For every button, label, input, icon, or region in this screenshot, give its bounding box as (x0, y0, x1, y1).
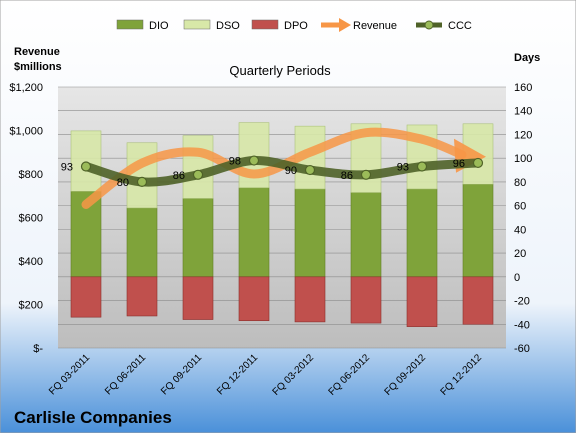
dpo-bar (462, 276, 494, 325)
legend-arrowhead (339, 18, 351, 32)
ccc-marker (136, 176, 148, 188)
left-tick-label: $- (33, 343, 43, 355)
dio-bar (238, 187, 270, 278)
ccc-marker (416, 161, 428, 172)
right-tick-label: 120 (514, 129, 532, 141)
dio-bar (294, 188, 326, 278)
dio-bar (126, 207, 158, 278)
dpo-bar (294, 276, 326, 323)
ccc-data-label: 86 (341, 170, 353, 182)
ccc-marker (192, 169, 204, 180)
dpo-bar (406, 276, 438, 327)
dio-bar (182, 198, 214, 278)
right-tick-label: 20 (514, 248, 526, 260)
dso-bar (70, 130, 102, 192)
left-tick-label: $800 (19, 169, 43, 181)
ccc-data-label: 98 (229, 156, 241, 168)
right-tick-label: 160 (514, 82, 532, 94)
chart-title: Quarterly Periods (229, 63, 331, 78)
bars (70, 122, 494, 327)
legend-label: DSO (216, 20, 240, 32)
right-tick-label: 100 (514, 153, 532, 165)
legend-label: DIO (149, 20, 169, 32)
right-tick-label: -60 (514, 343, 530, 355)
right-axis-label: Days (514, 52, 540, 64)
left-tick-label: $200 (19, 300, 43, 312)
left-axis-ticks: $- $200 $400 $600 $800 $1,000 $1,200 (9, 82, 43, 355)
legend-marker (424, 20, 434, 30)
ccc-marker (80, 161, 92, 172)
legend-label: DPO (284, 20, 308, 32)
right-axis-ticks: -60 -40 -20 0 20 40 60 80 100 120 140 160 (514, 82, 532, 355)
legend-swatch (116, 19, 144, 30)
revenue-line (81, 127, 467, 209)
dio-bar (406, 188, 438, 278)
ccc-data-label: 80 (117, 177, 129, 189)
ccc-marker (360, 169, 372, 180)
right-tick-label: -40 (514, 319, 530, 331)
left-tick-label: $600 (19, 213, 43, 225)
dso-bar (182, 135, 214, 199)
legend-swatch (251, 19, 279, 30)
dpo-bar (238, 276, 270, 322)
left-axis-label-line1: Revenue (14, 46, 60, 58)
right-tick-label: -20 (514, 296, 530, 308)
ccc-data-label: 86 (173, 170, 185, 182)
ccc-marker (304, 164, 316, 176)
ccc-marker (248, 155, 260, 166)
right-tick-label: 80 (514, 177, 526, 189)
legend-label: CCC (448, 20, 472, 32)
left-tick-label: $400 (19, 256, 43, 268)
legend-label: Revenue (353, 20, 397, 32)
plot-area (58, 87, 506, 348)
company-name: Carlisle Companies (14, 408, 172, 427)
left-axis-label-line2: $millions (14, 61, 62, 73)
legend: DIO DSO DPO Revenue CCC (116, 18, 472, 32)
right-tick-label: 40 (514, 224, 526, 236)
left-tick-label: $1,000 (9, 126, 43, 138)
dpo-bar (126, 276, 158, 317)
dio-bar (462, 183, 494, 278)
dpo-bar (70, 276, 102, 318)
right-tick-label: 140 (514, 106, 532, 118)
dpo-bar (350, 276, 382, 324)
right-tick-label: 60 (514, 201, 526, 213)
dso-bar (126, 142, 158, 209)
left-tick-label: $1,200 (9, 82, 43, 94)
ccc-data-label: 96 (453, 158, 465, 170)
ccc-marker (472, 157, 484, 169)
ccc-data-label: 93 (397, 161, 409, 173)
dio-bar (350, 192, 382, 278)
ccc-data-label: 93 (61, 161, 73, 173)
ccc-series: 93 80 86 98 90 86 93 96 (61, 155, 484, 189)
dpo-bar (182, 276, 214, 320)
legend-swatch (183, 19, 211, 30)
right-tick-label: 0 (514, 272, 520, 284)
ccc-data-label: 90 (285, 165, 297, 177)
